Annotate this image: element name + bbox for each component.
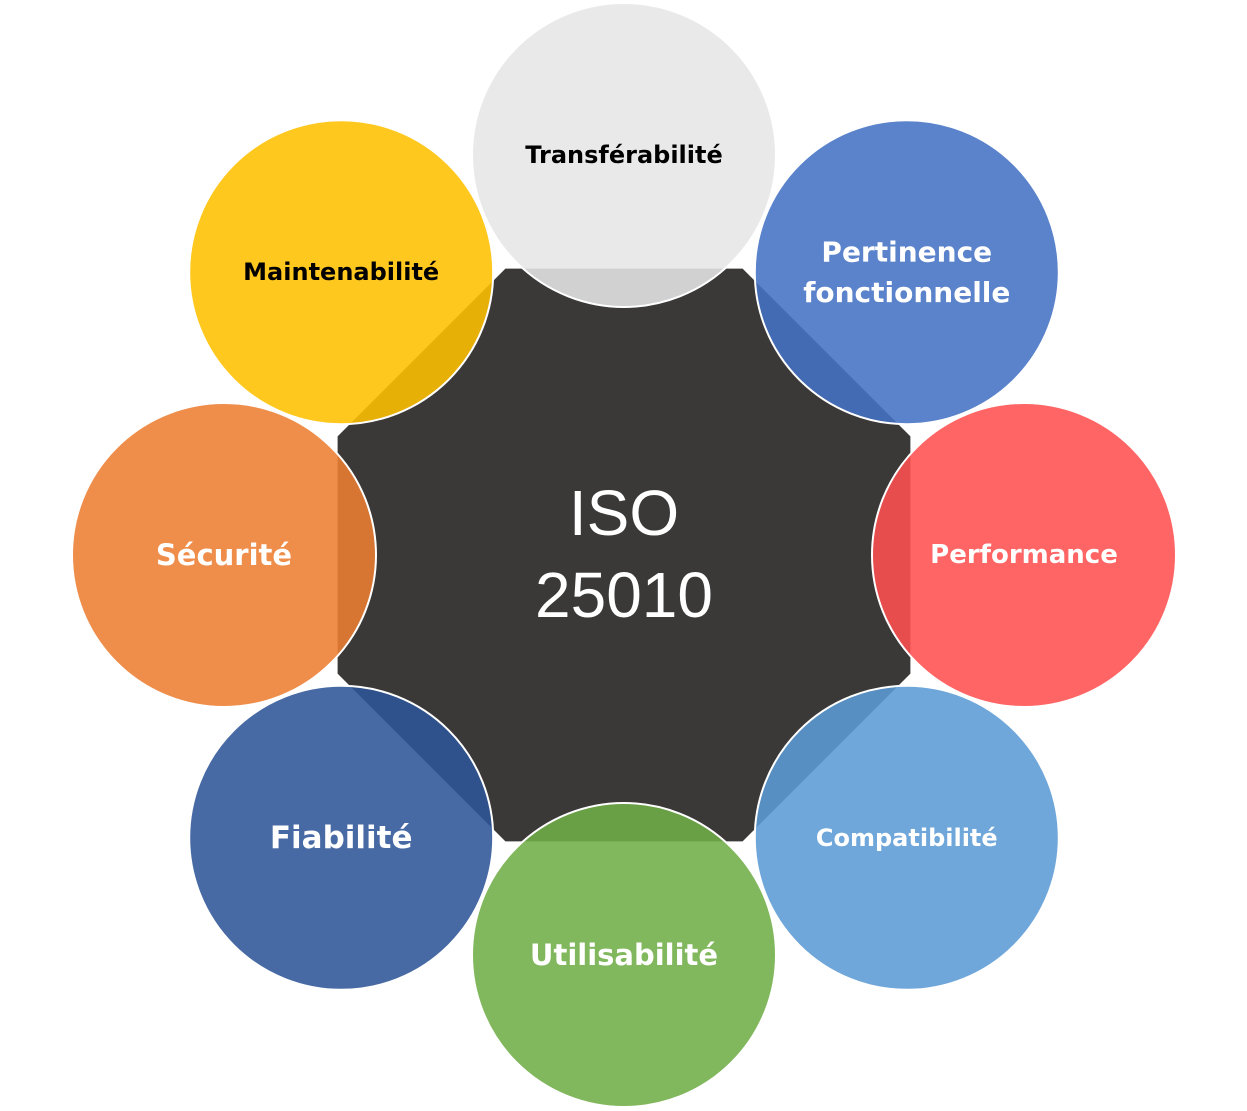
center-title-line-1: ISO [569, 477, 679, 549]
node-label-pertinence-fonctionnelle-line-1: Pertinence [821, 235, 992, 268]
node-utilisabilite: Utilisabilité [471, 802, 777, 1108]
node-label-utilisabilite: Utilisabilité [530, 938, 718, 972]
node-performance: Performance [871, 402, 1177, 708]
node-circle-compatibilite [753, 684, 1060, 991]
node-compatibilite: Compatibilité [753, 684, 1060, 991]
node-label-securite: Sécurité [156, 538, 292, 572]
node-circle-pertinence-fonctionnelle [753, 119, 1060, 426]
node-circle-securite [71, 402, 377, 708]
node-label-pertinence-fonctionnelle-line-2: fonctionnelle [803, 276, 1010, 309]
node-transferabilite: Transférabilité [471, 2, 777, 308]
node-label-compatibilite: Compatibilité [816, 824, 998, 852]
node-securite: Sécurité [71, 402, 377, 708]
center-octagon [337, 268, 911, 842]
node-label-performance: Performance [930, 540, 1118, 570]
node-circle-fiabilite [188, 684, 495, 991]
node-label-fiabilite: Fiabilité [270, 820, 413, 856]
node-circle-maintenabilite [188, 119, 495, 426]
node-maintenabilite: Maintenabilité [188, 119, 495, 426]
node-pertinence-fonctionnelle: Pertinence fonctionnelle [753, 119, 1060, 426]
node-label-maintenabilite: Maintenabilité [243, 258, 439, 286]
node-circle-performance [871, 402, 1177, 708]
node-fiabilite: Fiabilité [188, 684, 495, 991]
nodes-layer: TransférabilitéPertinencefonctionnellePe… [71, 2, 1177, 1108]
node-label-transferabilite: Transférabilité [525, 141, 723, 169]
center-title-line-2: 25010 [535, 559, 713, 631]
node-circle-utilisabilite [471, 802, 777, 1108]
node-circle-transferabilite [471, 2, 777, 308]
